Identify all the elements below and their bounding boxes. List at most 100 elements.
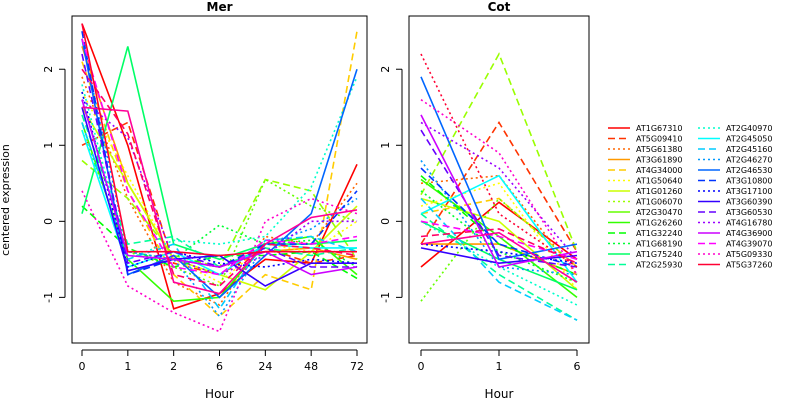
series-line-at5g61380 [420,174,578,276]
legend-entry-at3g10800: AT3G10800 [698,177,772,186]
series-line-at1g50640 [420,182,578,291]
legend-label: AT3G60390 [726,198,772,207]
series-line-at4g16780 [420,121,578,260]
legend-label: AT1G26260 [636,219,682,228]
legend-label: AT3G17100 [726,187,772,196]
series-line-series-28 [81,68,358,287]
x-tick-label: 2 [170,360,177,373]
y-tick-label: 1 [379,142,392,149]
legend-entry-at1g26260: AT1G26260 [608,219,682,228]
legend-entry-at3g60390: AT3G60390 [698,198,772,207]
legend-label: AT2G46270 [726,156,772,165]
x-tick-label: 1 [124,360,131,373]
legend-entry-at2g46270: AT2G46270 [698,156,772,165]
x-tick-label: 1 [496,360,503,373]
series-line-at5g09330 [81,190,358,333]
panel-cot: Cot 0 1 6 Hour -1 0 1 2 [379,0,590,400]
x-axis-label: Hour [205,387,234,400]
series-line-at3g60530 [420,129,578,268]
series-line-series-28 [420,228,578,264]
series-line-at1g32240 [420,175,578,276]
legend-entry-at1g67310: AT1G67310 [608,124,682,133]
legend-entry-at3g61890: AT3G61890 [608,156,682,165]
legend-entry-at4g36900: AT4G36900 [698,229,772,238]
legend-entry-at1g06070: AT1G06070 [608,198,682,207]
y-tick-label: -1 [379,292,392,303]
series-lines [420,52,578,321]
legend-label: AT2G46530 [726,166,772,175]
legend-entry-at4g34000: AT4G34000 [608,166,682,175]
legend-entry-at2g40970: AT2G40970 [698,124,772,133]
legend-label: AT5G37260 [726,261,772,270]
y-tick-label: -1 [42,292,55,303]
series-line-at3g60390 [420,247,578,265]
series-line-at2g46270 [81,38,358,318]
panels: Mer 0 1 2 6 24 48 72 Hour -1 0 1 2 Cot 0 1 6 Hour -1 0 1 2 [42,0,590,400]
series-line-at4g39070 [81,38,358,276]
legend-label: AT2G25930 [636,261,682,270]
legend-label: AT5G09410 [636,135,682,144]
plot-frame [408,15,590,344]
legend-label: AT5G61380 [636,145,682,154]
series-line-at4g34000 [420,197,578,268]
legend-label: AT2G45050 [726,135,772,144]
legend-entry-at2g25930: AT2G25930 [608,261,682,270]
series-line-at1g01260 [420,197,578,291]
legend-label: AT4G16780 [726,219,772,228]
panel-title: Mer [207,0,233,14]
legend: AT1G67310AT5G09410AT5G61380AT3G61890AT4G… [608,124,772,270]
series-line-at4g36900 [420,114,578,268]
legend-entry-at1g75240: AT1G75240 [608,250,682,259]
series-line-at5g37260 [81,106,358,295]
series-line-at1g50640 [81,91,358,284]
panel-title: Cot [488,0,511,14]
series-line-series-29 [81,23,357,257]
series-line-at2g45160 [81,122,358,311]
y-tick-label: 0 [379,218,392,225]
legend-label: AT2G30470 [636,208,682,217]
legend-label: AT1G67310 [636,124,682,133]
legend-entry-at5g37260: AT5G37260 [698,261,772,270]
legend-entry-at2g45050: AT2G45050 [698,135,772,144]
series-line-at2g25930 [81,114,358,268]
series-line-at2g45050 [420,174,578,283]
series-line-at2g25930 [420,213,578,321]
y-tick-label: 1 [42,142,55,149]
legend-entry-at1g68190: AT1G68190 [608,240,682,249]
legend-entry-at1g01260: AT1G01260 [608,187,682,196]
series-line-at3g17100 [420,243,578,264]
legend-entry-at5g09410: AT5G09410 [608,135,682,144]
series-line-at2g30470 [81,129,358,288]
legend-label: AT4G36900 [726,229,772,238]
legend-label: AT2G40970 [726,124,772,133]
legend-label: AT1G50640 [636,177,682,186]
series-line-at5g09410 [420,120,578,253]
legend-entry-at4g39070: AT4G39070 [698,240,772,249]
x-tick-label: 48 [304,360,318,373]
legend-label: AT4G39070 [726,240,772,249]
legend-label: AT3G61890 [636,156,682,165]
series-line-at5g09330 [420,99,578,276]
y-tick-label: 2 [379,66,392,73]
legend-entry-at2g46530: AT2G46530 [698,166,772,175]
panel-mer: Mer 0 1 2 6 24 48 72 Hour -1 0 1 2 [42,0,368,400]
legend-entry-at5g61380: AT5G61380 [608,145,682,154]
x-tick-label: 72 [350,360,364,373]
legend-label: AT1G75240 [636,250,682,259]
series-line-at4g36900 [81,99,358,276]
legend-label: AT5G09330 [726,250,772,259]
x-tick-label: 6 [216,360,223,373]
x-tick-label: 24 [258,360,272,373]
series-line-at3g10800 [420,167,578,268]
legend-label: AT1G06070 [636,198,682,207]
legend-label: AT1G32240 [636,229,682,238]
x-tick-label: 6 [574,360,581,373]
legend-label: AT1G68190 [636,240,682,249]
x-tick-label: 0 [418,360,425,373]
legend-label: AT4G34000 [636,166,682,175]
legend-entry-at2g30470: AT2G30470 [608,208,682,217]
legend-entry-at2g45160: AT2G45160 [698,145,772,154]
legend-entry-at5g09330: AT5G09330 [698,250,772,259]
legend-entry-at3g17100: AT3G17100 [698,187,772,196]
y-axis-label: centered expression [0,144,12,256]
